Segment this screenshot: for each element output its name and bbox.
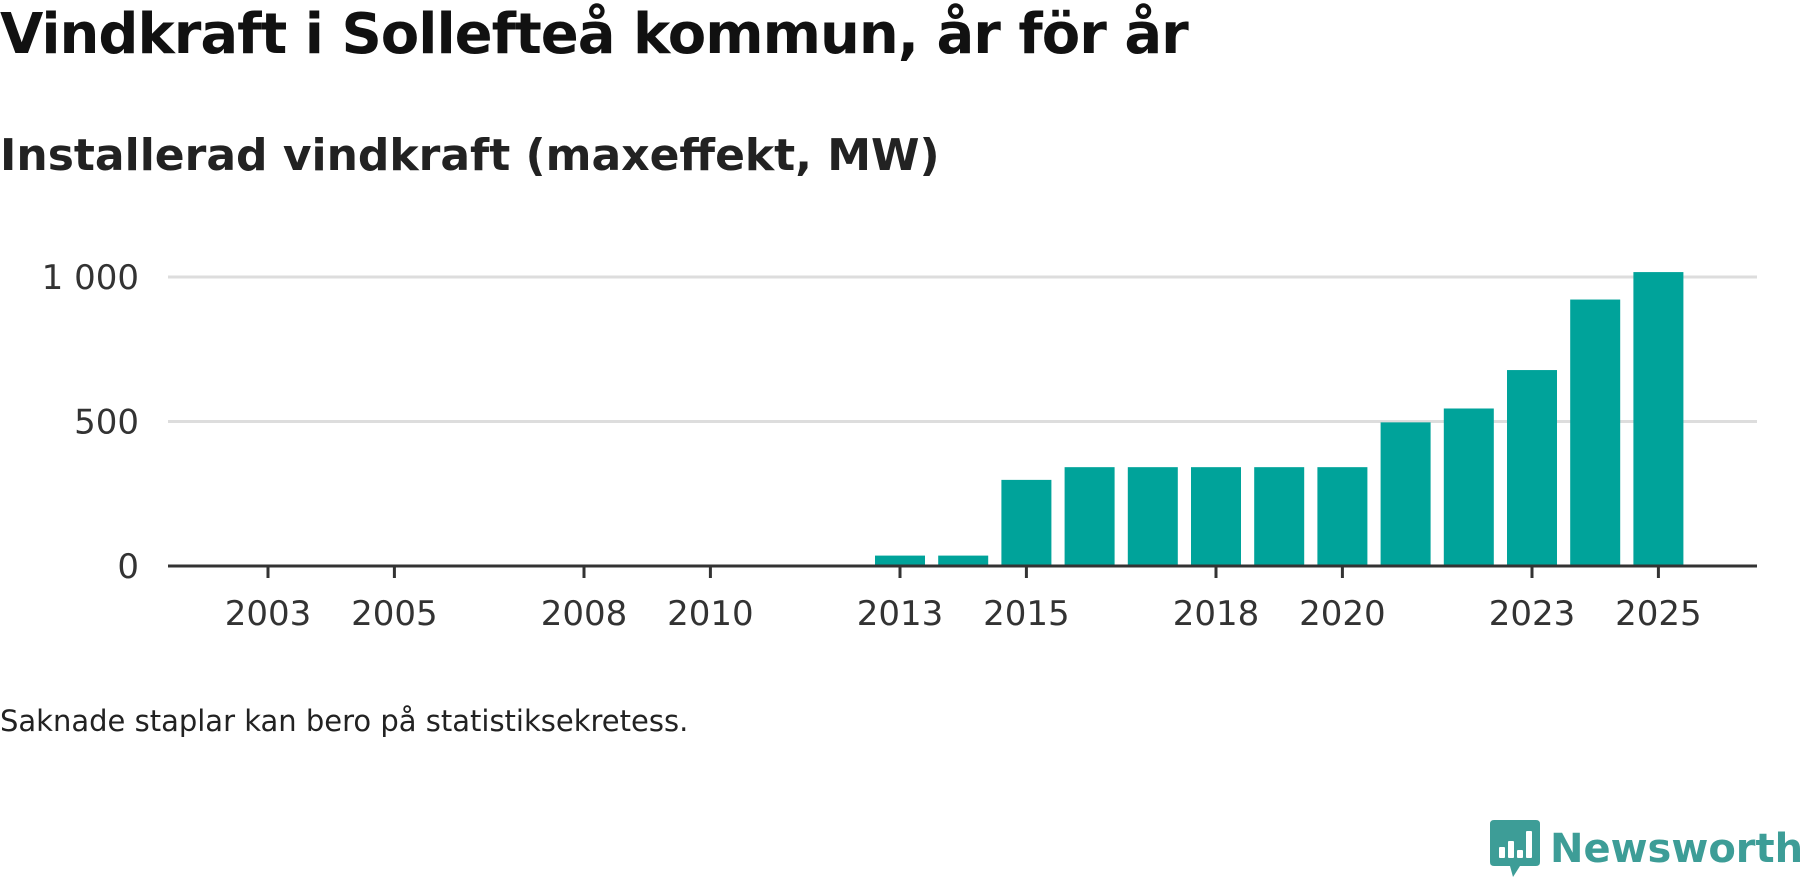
- y-tick-label: 0: [117, 547, 139, 587]
- y-tick-label: 500: [74, 403, 139, 443]
- chart-speech-bubble-icon: [1490, 820, 1540, 877]
- bar: [1380, 422, 1431, 566]
- x-tick-label: 2003: [225, 594, 312, 634]
- bar: [1191, 467, 1241, 566]
- bar: [1507, 370, 1557, 566]
- x-tick-label: 2025: [1615, 594, 1702, 634]
- x-tick-label: 2015: [983, 594, 1070, 634]
- bar: [1317, 467, 1368, 566]
- bar: [1064, 467, 1115, 566]
- x-tick-label: 2023: [1489, 594, 1576, 634]
- newsworthy-logo: Newsworthy: [1490, 818, 1800, 880]
- bar: [1001, 479, 1052, 566]
- bar: [875, 555, 925, 566]
- bar: [1127, 467, 1178, 566]
- chart-title: Vindkraft i Sollefteå kommun, år för år: [0, 2, 1189, 67]
- brand-name: Newsworthy: [1550, 826, 1800, 872]
- bar: [1443, 408, 1494, 566]
- chart-subtitle: Installerad vindkraft (maxeffekt, MW): [0, 130, 940, 181]
- x-tick-label: 2008: [541, 594, 628, 634]
- bar: [1570, 299, 1621, 566]
- x-tick-label: 2018: [1173, 594, 1260, 634]
- bar: [938, 555, 989, 566]
- bar: [1254, 467, 1305, 566]
- bars: [875, 272, 1684, 566]
- axes: [168, 564, 1757, 578]
- x-tick-label: 2010: [667, 594, 754, 634]
- footnote: Saknade staplar kan bero på statistiksek…: [0, 704, 689, 738]
- x-tick-label: 2020: [1299, 594, 1386, 634]
- x-tick-label: 2005: [351, 594, 438, 634]
- bar: [1633, 272, 1684, 566]
- y-tick-label: 1 000: [42, 258, 139, 298]
- x-tick-label: 2013: [857, 594, 944, 634]
- y-tick-labels: 0 500 1 000: [42, 258, 139, 587]
- x-tick-labels: 2003 2005 2008 2010 2013 2015 2018 2020 2023 2025: [225, 594, 1702, 634]
